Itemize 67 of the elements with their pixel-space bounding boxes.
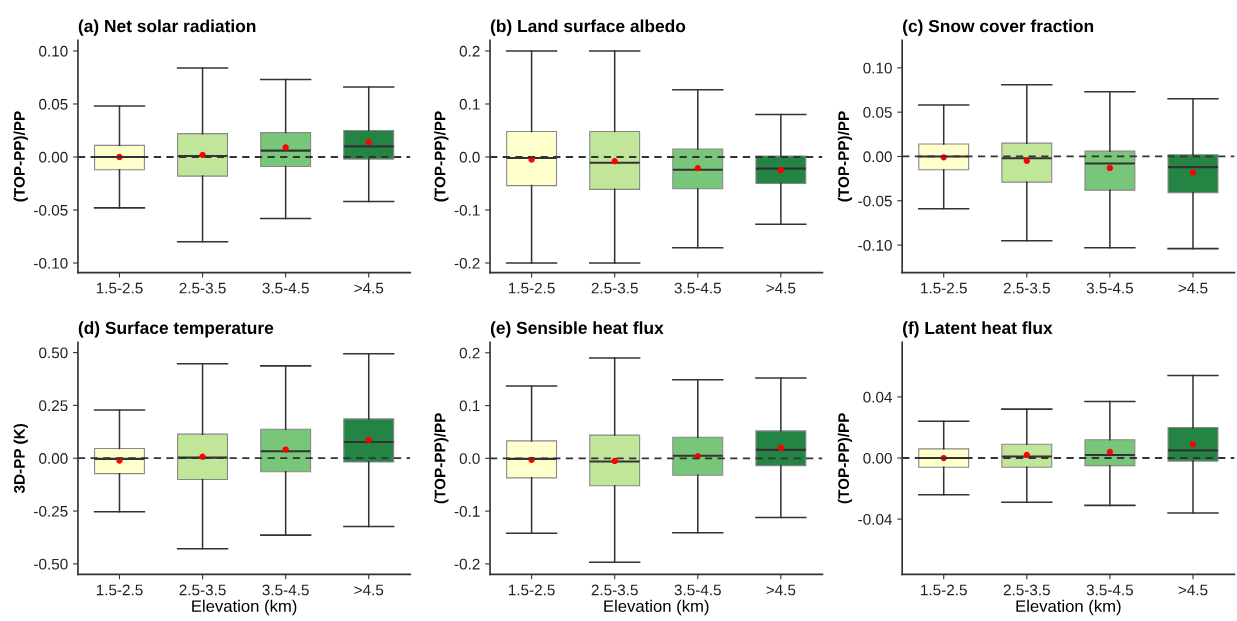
y-tick-label: 0.50	[39, 347, 68, 359]
x-tick-label: 1.5-2.5	[96, 584, 143, 596]
y-axis-title: (TOP-PP)/PP	[434, 413, 449, 504]
x-tick-label: 1.5-2.5	[508, 584, 555, 596]
y-tick-label: -0.10	[34, 257, 68, 269]
y-tick-label: -0.50	[34, 558, 68, 570]
x-tick-label: 2.5-3.5	[591, 584, 638, 596]
y-axis-title: (TOP-PP)/PP	[837, 111, 853, 202]
x-tick-label: 1.5-2.5	[921, 282, 967, 294]
x-axis-title: Elevation (km)	[1016, 599, 1121, 616]
y-tick-label: 0.2	[459, 347, 480, 359]
chart-title: (b) Land surface albedo	[490, 19, 686, 36]
y-tick-label: 0.10	[39, 45, 68, 57]
y-axis-title: (TOP-PP)/PP	[837, 413, 853, 504]
y-tick-label: 0.10	[863, 62, 892, 74]
y-tick-label: -0.05	[34, 204, 68, 216]
chart-title: (e) Sensible heat flux	[490, 321, 664, 338]
x-tick-label: >4.5	[766, 282, 796, 294]
y-tick-label: -0.05	[858, 195, 892, 207]
y-tick-label: 0.1	[459, 98, 480, 110]
y-tick-label: 0.00	[39, 453, 68, 464]
y-tick-label: -0.2	[454, 558, 480, 570]
y-tick-label: -0.10	[858, 239, 892, 251]
chart-title: (f) Latent heat flux	[903, 321, 1053, 338]
x-tick-label: >4.5	[354, 282, 384, 294]
chart-title: (d) Surface temperature	[78, 321, 274, 338]
y-tick-label: 0.25	[39, 400, 68, 412]
x-tick-label: 3.5-4.5	[262, 282, 309, 294]
x-tick-label: >4.5	[1178, 282, 1208, 294]
y-axis-title: (TOP-PP)/PP	[13, 111, 28, 202]
y-tick-label: -0.25	[34, 505, 68, 517]
x-tick-label: 2.5-3.5	[179, 584, 226, 596]
y-tick-label: -0.04	[858, 513, 893, 525]
y-axis-title: (TOP-PP)/PP	[434, 111, 449, 202]
x-axis-title: Elevation (km)	[604, 599, 709, 616]
x-tick-label: 3.5-4.5	[1086, 584, 1134, 596]
chart-title: (a) Net solar radiation	[78, 19, 256, 36]
x-tick-label: 1.5-2.5	[96, 282, 143, 294]
x-tick-label: 3.5-4.5	[674, 584, 721, 596]
y-tick-label: 0.0	[459, 453, 480, 465]
chart-title: (c) Snow cover fraction	[903, 19, 1094, 36]
x-tick-label: >4.5	[1178, 584, 1208, 596]
x-tick-label: >4.5	[766, 584, 796, 596]
x-axis-title: Elevation (km)	[192, 599, 297, 616]
x-tick-label: 2.5-3.5	[179, 282, 226, 294]
x-tick-label: 1.5-2.5	[508, 282, 555, 294]
x-tick-label: 3.5-4.5	[674, 282, 721, 294]
y-tick-label: 0.2	[459, 45, 480, 57]
x-tick-label: 2.5-3.5	[1003, 584, 1050, 596]
y-tick-label: 0.00	[863, 452, 892, 464]
y-tick-label: 0.0	[459, 151, 480, 163]
y-axis-title: 3D-PP (K)	[13, 423, 28, 494]
x-tick-label: 2.5-3.5	[1003, 282, 1050, 294]
y-tick-label: -0.1	[454, 204, 480, 216]
y-tick-label: 0.05	[863, 107, 892, 118]
y-tick-label: -0.1	[454, 505, 480, 517]
x-tick-label: 1.5-2.5	[921, 584, 967, 596]
x-tick-label: >4.5	[354, 584, 384, 596]
y-tick-label: -0.2	[454, 257, 480, 269]
x-tick-label: 3.5-4.5	[1086, 282, 1134, 294]
y-tick-label: 0.00	[39, 151, 68, 163]
x-tick-label: 2.5-3.5	[591, 282, 638, 294]
x-tick-label: 3.5-4.5	[262, 584, 309, 596]
y-tick-label: 0.00	[863, 151, 892, 163]
y-tick-label: 0.1	[459, 400, 480, 412]
y-tick-label: 0.04	[863, 391, 892, 403]
y-tick-label: 0.05	[39, 98, 68, 110]
